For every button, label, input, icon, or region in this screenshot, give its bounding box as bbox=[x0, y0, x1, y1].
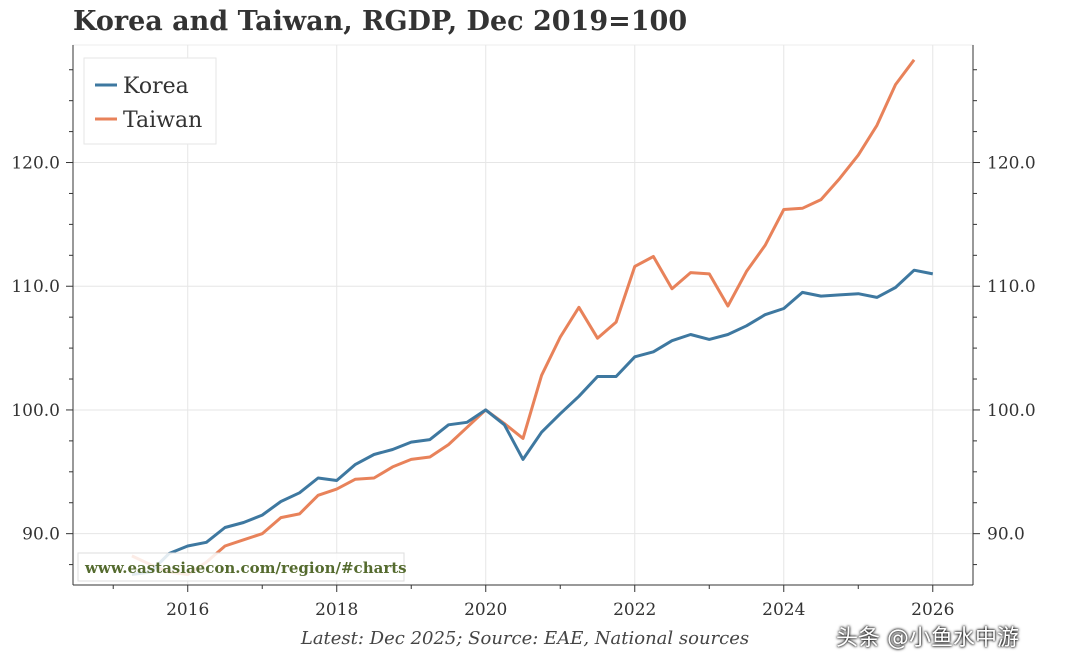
y-tick-label-left: 90.0 bbox=[22, 525, 60, 545]
source-note: Latest: Dec 2025; Source: EAE, National … bbox=[0, 628, 1080, 649]
y-tick-label-right: 90.0 bbox=[987, 525, 1025, 545]
chart-title: Korea and Taiwan, RGDP, Dec 2019=100 bbox=[73, 6, 688, 37]
series-line-taiwan bbox=[131, 58, 916, 576]
y-tick-label-right: 100.0 bbox=[987, 401, 1036, 421]
x-tick-label: 2026 bbox=[911, 600, 954, 620]
y-tick-label-left: 110.0 bbox=[11, 277, 60, 297]
legend: Korea Taiwan bbox=[83, 57, 217, 145]
x-tick-label: 2024 bbox=[762, 600, 805, 620]
y-tick-label-left: 100.0 bbox=[11, 401, 60, 421]
x-tick-label: 2022 bbox=[613, 600, 656, 620]
x-tick-label: 2020 bbox=[464, 600, 507, 620]
y-tick-label-right: 110.0 bbox=[987, 277, 1036, 297]
legend-label-taiwan: Taiwan bbox=[123, 108, 202, 133]
watermark: 头条 @小鱼水中游 bbox=[836, 626, 1019, 651]
series-line-korea bbox=[131, 268, 934, 576]
url-annotation-text: www.eastasiaecon.com/region/#charts bbox=[84, 559, 407, 577]
url-annotation-box bbox=[77, 552, 405, 582]
x-tick-label: 2018 bbox=[315, 600, 358, 620]
y-tick-label-left: 120.0 bbox=[11, 154, 60, 174]
source-text: Latest: Dec 2025; Source: EAE, National … bbox=[300, 628, 750, 649]
y-tick-label-right: 120.0 bbox=[987, 154, 1036, 174]
legend-label-korea: Korea bbox=[123, 74, 189, 99]
x-tick-label: 2016 bbox=[166, 600, 209, 620]
legend-box bbox=[83, 57, 217, 145]
url-annotation: www.eastasiaecon.com/region/#charts bbox=[77, 552, 407, 582]
